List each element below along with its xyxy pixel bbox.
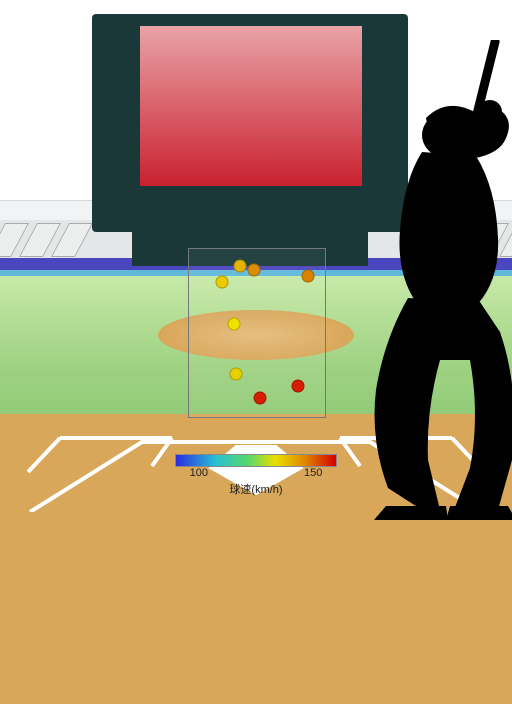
pitch-marker <box>234 260 247 273</box>
pitch-marker <box>228 318 241 331</box>
velocity-colorbar <box>175 454 337 467</box>
pitch-marker <box>248 264 261 277</box>
velocity-legend: 100 150 球速(km/h) <box>160 454 352 497</box>
pitch-marker <box>302 270 315 283</box>
velocity-ticks: 100 150 <box>176 467 336 481</box>
pitch-marker <box>230 368 243 381</box>
pitch-marker <box>292 380 305 393</box>
batter-silhouette <box>330 40 512 520</box>
velocity-tick: 100 <box>190 467 208 479</box>
velocity-axis-label: 球速(km/h) <box>160 481 352 497</box>
velocity-tick: 150 <box>304 467 322 479</box>
pitch-location-chart: 100 150 球速(km/h) <box>0 0 512 512</box>
pitch-marker <box>254 392 267 405</box>
pitch-marker <box>216 276 229 289</box>
